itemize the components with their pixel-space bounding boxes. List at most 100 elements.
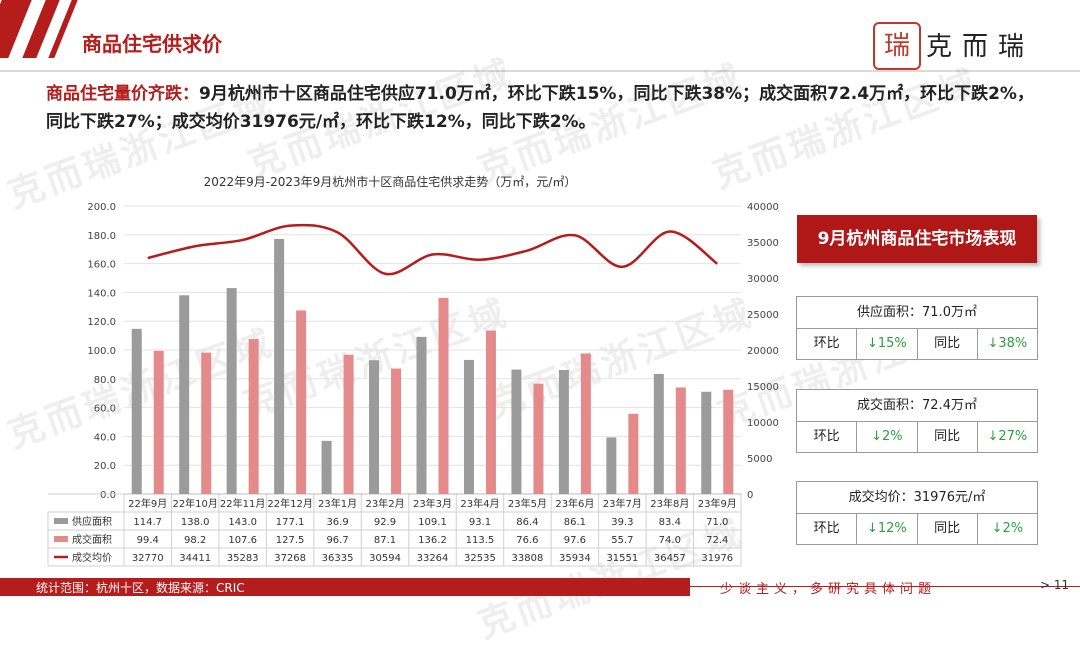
- bar-transaction: [723, 389, 734, 494]
- bar-supply: [321, 440, 332, 494]
- y-left-tick-label: 80.0: [94, 375, 116, 386]
- transaction-area-label: 成交面积：72.4万㎡: [797, 390, 1037, 422]
- table-cell: 37268: [274, 553, 306, 564]
- mom-label: 环比: [797, 514, 858, 544]
- y-right-tick-label: 15000: [747, 382, 779, 393]
- x-tick-label: 22年10月: [172, 497, 217, 510]
- y-right-tick-label: 30000: [747, 274, 779, 285]
- yoy-value: ↓27%: [987, 429, 1028, 444]
- x-tick-label: 22年12月: [267, 497, 312, 510]
- footer-bar: [0, 578, 690, 596]
- table-cell: 32535: [464, 553, 496, 564]
- y-left-tick-label: 140.0: [87, 288, 116, 299]
- line-average-price: [147, 223, 719, 276]
- table-cell: 109.1: [418, 517, 447, 528]
- x-tick-label: 23年4月: [460, 497, 499, 510]
- legend-label: 成交均价: [72, 551, 112, 564]
- logo-text: 克而瑞: [926, 32, 1035, 62]
- x-tick-label: 23年7月: [603, 497, 642, 510]
- market-panel-title: 9月杭州商品住宅市场表现: [797, 215, 1037, 263]
- page-number: > 11: [1040, 578, 1070, 592]
- footer-divider: [690, 586, 1080, 587]
- table-cell: 39.3: [611, 517, 633, 528]
- bar-supply: [369, 360, 380, 494]
- y-left-tick-label: 160.0: [87, 260, 116, 271]
- table-cell: 74.0: [659, 535, 681, 546]
- bar-transaction: [296, 310, 307, 494]
- table-cell: 33264: [417, 553, 449, 564]
- bar-supply: [226, 288, 237, 494]
- table-cell: 177.1: [276, 517, 305, 528]
- table-cell: 97.6: [564, 535, 586, 546]
- table-cell: 30594: [369, 553, 401, 564]
- headline-lead: 商品住宅量价齐跌：: [46, 84, 199, 104]
- y-right-tick-label: 35000: [747, 238, 779, 249]
- yoy-label: 同比: [918, 514, 978, 544]
- table-cell: 72.4: [706, 535, 728, 546]
- table-cell: 127.5: [276, 535, 305, 546]
- average-price-change-row: 环比 ↓12% 同比 ↓2%: [797, 514, 1037, 544]
- bar-supply: [558, 370, 569, 494]
- table-cell: 86.1: [564, 517, 586, 528]
- table-cell: 143.0: [228, 517, 257, 528]
- table-cell: 83.4: [659, 517, 681, 528]
- x-tick-label: 23年9月: [698, 497, 737, 510]
- x-tick-label: 22年11月: [220, 497, 265, 510]
- y-left-tick-label: 0.0: [100, 490, 116, 501]
- bar-transaction: [248, 339, 259, 494]
- bar-supply: [416, 336, 427, 494]
- y-left-tick-label: 180.0: [87, 231, 116, 242]
- x-tick-label: 23年3月: [413, 497, 452, 510]
- x-tick-label: 23年6月: [555, 497, 594, 510]
- table-cell: 114.7: [133, 517, 162, 528]
- supply-demand-chart: 0.0 20.0 40.0 60.0 80.0 100.0 120.0 140.0 160.0 1…: [47, 202, 779, 567]
- table-cell: 55.7: [611, 535, 633, 546]
- legend-label: 供应面积: [72, 515, 112, 528]
- table-cell: 98.2: [184, 535, 206, 546]
- y-right-tick-label: 0: [747, 490, 753, 501]
- table-cell: 138.0: [181, 517, 210, 528]
- average-price-box: 成交均价：31976元/㎡ 环比 ↓12% 同比 ↓2%: [796, 481, 1038, 545]
- y-right-tick-label: 20000: [747, 346, 779, 357]
- bar-transaction: [153, 350, 164, 494]
- table-cell: 71.0: [706, 517, 728, 528]
- footer-slogan: 少谈主义，多研究具体问题: [720, 582, 937, 597]
- bar-supply: [274, 238, 285, 494]
- bar-transaction: [343, 354, 354, 494]
- y-left-tick-label: 40.0: [94, 432, 116, 443]
- supply-area-label: 供应面积：71.0万㎡: [797, 297, 1037, 329]
- y-right-tick-label: 5000: [747, 454, 772, 465]
- table-cell: 31976: [701, 553, 733, 564]
- table-cell: 96.7: [326, 535, 348, 546]
- yoy-value: ↓38%: [987, 336, 1028, 351]
- supply-area-box: 供应面积：71.0万㎡ 环比 ↓15% 同比 ↓38%: [796, 296, 1038, 360]
- bar-transaction: [438, 297, 449, 494]
- table-cell: 36457: [654, 553, 686, 564]
- table-cell: 99.4: [137, 535, 159, 546]
- table-cell: 36335: [322, 553, 354, 564]
- x-tick-label: 22年9月: [128, 497, 167, 510]
- bar-supply: [463, 359, 474, 494]
- headline: 商品住宅量价齐跌：9月杭州市十区商品住宅供应71.0万㎡，环比下跌15%，同比下…: [46, 80, 1046, 136]
- mom-value: ↓2%: [857, 422, 918, 452]
- y-left-tick-label: 200.0: [87, 202, 116, 213]
- bar-transaction: [391, 368, 402, 494]
- page-title: 商品住宅供求价: [82, 32, 222, 56]
- mom-label: 环比: [797, 329, 858, 359]
- x-tick-label: 23年1月: [318, 497, 357, 510]
- transaction-area-box: 成交面积：72.4万㎡ 环比 ↓2% 同比 ↓27%: [796, 389, 1038, 453]
- table-cell: 33808: [512, 553, 544, 564]
- legend-label: 成交面积: [72, 533, 112, 546]
- average-price-label: 成交均价：31976元/㎡: [797, 482, 1037, 514]
- transaction-area-change-row: 环比 ↓2% 同比 ↓27%: [797, 422, 1037, 452]
- chart-title: 2022年9月-2023年9月杭州市十区商品住宅供求走势（万㎡，元/㎡）: [203, 175, 577, 189]
- bar-transaction: [485, 330, 496, 494]
- y-left-tick-label: 120.0: [87, 317, 116, 328]
- header-divider: [0, 70, 1080, 72]
- mom-value: ↓15%: [857, 329, 918, 359]
- table-cell: 93.1: [469, 517, 491, 528]
- x-tick-label: 23年8月: [650, 497, 689, 510]
- table-cell: 32770: [132, 553, 164, 564]
- table-cell: 76.6: [516, 535, 538, 546]
- table-cell: 36.9: [326, 517, 348, 528]
